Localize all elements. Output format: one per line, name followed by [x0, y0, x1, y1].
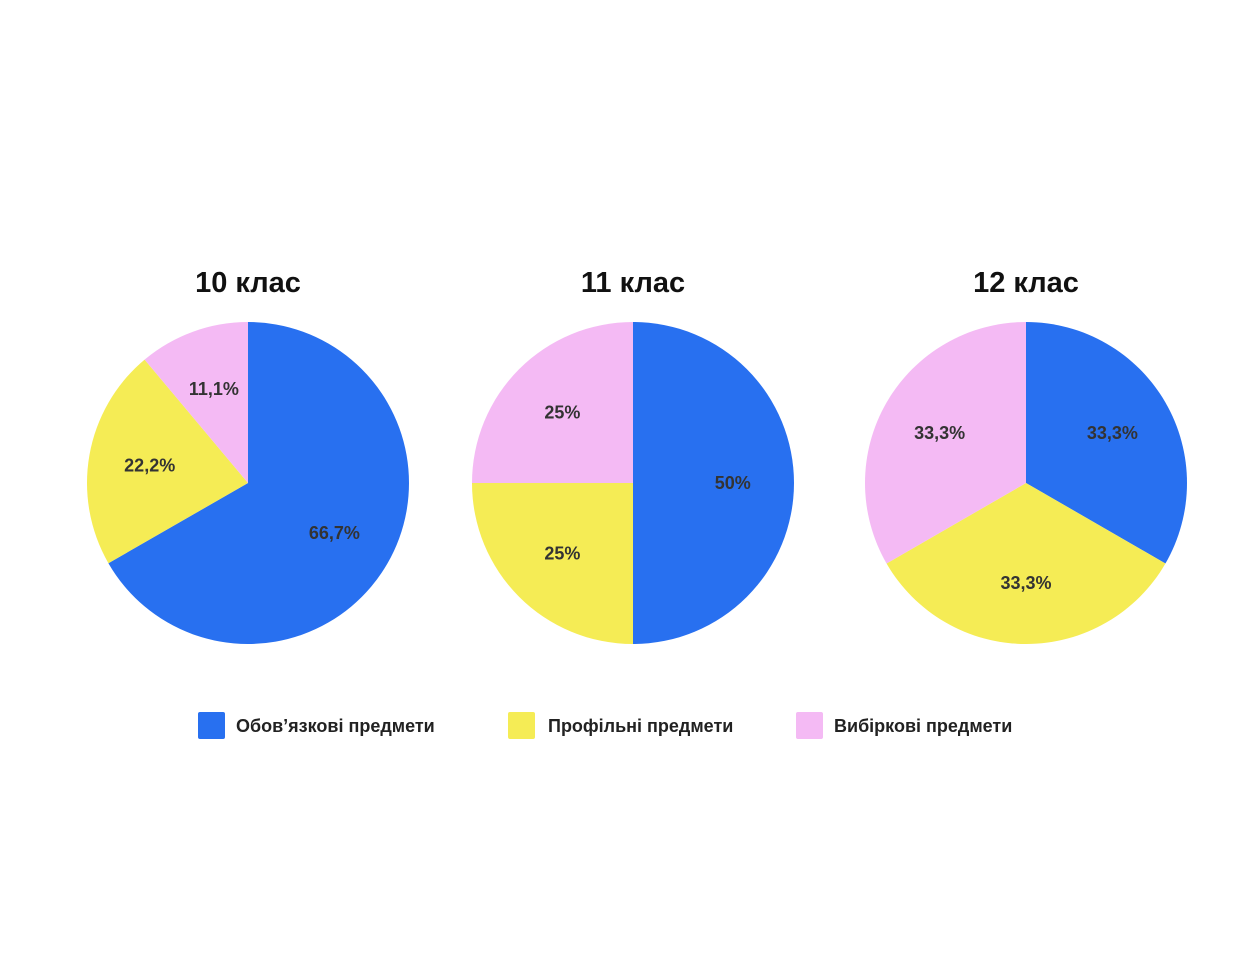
slice-label: 33,3%	[1000, 573, 1051, 593]
pie-slice	[886, 483, 1166, 644]
pie-title: 11 клас	[581, 267, 685, 299]
pie-slice	[633, 322, 794, 644]
pie-slice	[144, 322, 248, 483]
pie-slice	[472, 483, 633, 644]
pie-title: 12 клас	[973, 267, 1079, 299]
slice-label: 11,1%	[189, 379, 239, 399]
pie-chart-2: 11 клас 50% 25% 25%	[472, 267, 794, 644]
slice-label: 66,7%	[309, 523, 360, 543]
slice-label: 33,3%	[914, 423, 965, 443]
slice-label: 25%	[544, 544, 580, 564]
legend-item: Профільні предмети	[508, 712, 733, 739]
slice-label: 33,3%	[1087, 423, 1138, 443]
legend-item: Вибіркові предмети	[796, 712, 1012, 739]
slice-label: 25%	[544, 402, 580, 422]
pie-title: 10 клас	[195, 267, 301, 299]
legend-swatch	[198, 712, 225, 739]
legend-label: Профільні предмети	[548, 716, 733, 736]
slice-label: 50%	[715, 473, 751, 493]
pies-layer: 10 клас 66,7% 22,2% 11,1% 11 клас 50% 25% 25% 12…	[86, 267, 1187, 644]
legend-swatch	[508, 712, 535, 739]
legend-label: Вибіркові предмети	[834, 716, 1012, 736]
pie-slice	[86, 359, 248, 564]
pie-slice	[865, 322, 1026, 564]
legend: Обов’язкові предмети Профільні предмети Ви…	[198, 712, 1012, 739]
pie-slice	[1026, 322, 1187, 564]
pie-slice	[108, 322, 409, 644]
pie-slice	[472, 322, 633, 483]
legend-label: Обов’язкові предмети	[236, 716, 435, 736]
legend-item: Обов’язкові предмети	[198, 712, 435, 739]
legend-swatch	[796, 712, 823, 739]
pie-chart-1: 10 клас 66,7% 22,2% 11,1%	[86, 267, 409, 644]
slice-label: 22,2%	[124, 456, 175, 476]
pie-chart-3: 12 клас 33,3% 33,3% 33,3%	[865, 267, 1187, 644]
